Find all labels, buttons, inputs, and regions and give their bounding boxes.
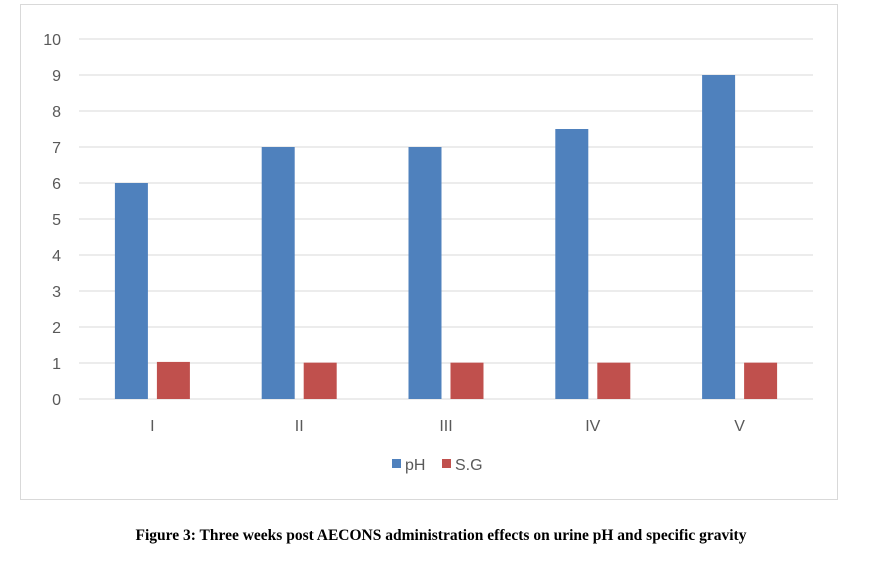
chart-area: 0 1 2 3 4 5 6 7 8 9 10 I II III IV V pH S.G xyxy=(20,4,838,500)
legend-swatch-ph xyxy=(392,459,401,468)
y-tick-label: 6 xyxy=(52,176,61,193)
bar-sg-IV xyxy=(597,362,631,399)
bar-sg-V xyxy=(744,362,778,399)
bar-ph-II xyxy=(261,147,295,399)
legend: pH S.G xyxy=(392,457,483,474)
bar-sg-III xyxy=(450,362,484,399)
y-tick-label: 4 xyxy=(52,248,61,265)
legend-swatch-sg xyxy=(442,459,451,468)
figure-caption: Figure 3: Three weeks post AECONS admini… xyxy=(135,527,747,544)
legend-label-sg: S.G xyxy=(455,457,483,474)
bar-ph-I xyxy=(114,183,148,399)
bar-ph-IV xyxy=(555,129,589,399)
x-axis-ticks: I II III IV V xyxy=(150,418,745,435)
x-tick-label: III xyxy=(439,418,452,435)
y-tick-label: 2 xyxy=(52,320,61,337)
legend-label-ph: pH xyxy=(405,457,425,474)
y-tick-label: 5 xyxy=(52,212,61,229)
y-tick-label: 7 xyxy=(52,140,61,157)
y-tick-label: 3 xyxy=(52,284,61,301)
gridlines xyxy=(79,38,813,400)
bar-ph-V xyxy=(702,75,736,399)
x-tick-label: IV xyxy=(585,418,600,435)
y-axis-ticks: 0 1 2 3 4 5 6 7 8 9 10 xyxy=(43,32,61,409)
y-tick-label: 0 xyxy=(52,392,61,409)
x-tick-label: V xyxy=(734,418,745,435)
y-tick-label: 9 xyxy=(52,68,61,85)
x-tick-label: I xyxy=(150,418,154,435)
y-tick-label: 10 xyxy=(43,32,61,49)
bar-ph-III xyxy=(408,147,442,399)
bars xyxy=(114,75,778,399)
bar-sg-I xyxy=(156,361,190,399)
x-tick-label: II xyxy=(295,418,304,435)
y-tick-label: 8 xyxy=(52,104,61,121)
y-tick-label: 1 xyxy=(52,356,61,373)
bar-sg-II xyxy=(303,362,337,399)
